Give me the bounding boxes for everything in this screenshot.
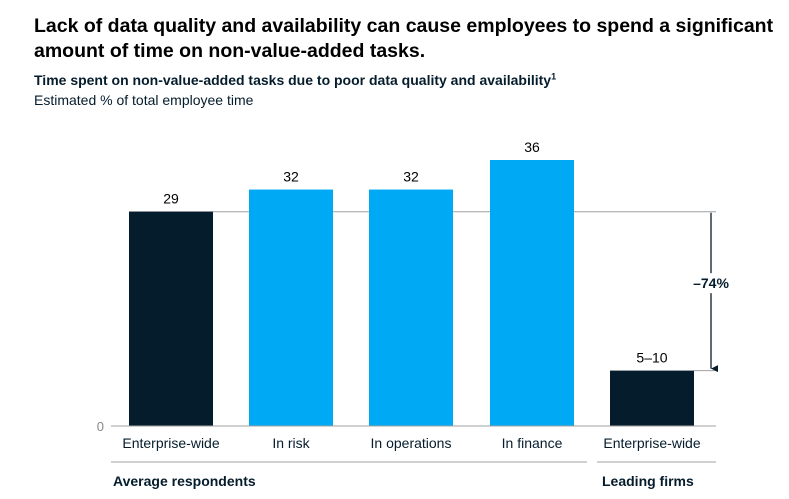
data-label-1: 29 bbox=[163, 191, 179, 207]
plot-area: 29 32 32 36 5–10 0 Enterprise-wide In risk In op… bbox=[97, 139, 735, 489]
chart-subtitle-text: Time spent on non-value-added tasks due … bbox=[34, 72, 552, 88]
x-tick-label-5: Enterprise-wide bbox=[603, 435, 700, 451]
x-tick-label-1: Enterprise-wide bbox=[122, 435, 219, 451]
x-tick-label-3: In operations bbox=[371, 435, 452, 451]
group-label-2: Leading firms bbox=[602, 473, 694, 489]
bar-2 bbox=[249, 189, 333, 426]
chart-subtitle: Time spent on non-value-added tasks due … bbox=[34, 72, 556, 88]
x-tick-label-4: In finance bbox=[502, 435, 563, 451]
unit-label: Estimated % of total employee time bbox=[34, 92, 254, 108]
x-tick-label-2: In risk bbox=[272, 435, 310, 451]
data-label-3: 32 bbox=[403, 169, 419, 185]
bar-5 bbox=[610, 370, 694, 426]
y-tick-label: 0 bbox=[97, 419, 104, 434]
footnote-marker: 1 bbox=[551, 71, 557, 82]
change-annotation: –74% bbox=[693, 275, 729, 291]
chart-title: Lack of data quality and availability ca… bbox=[34, 15, 774, 62]
data-label-4: 36 bbox=[524, 139, 540, 155]
data-label-2: 32 bbox=[283, 169, 299, 185]
group-label-1: Average respondents bbox=[113, 473, 256, 489]
bar-3 bbox=[369, 189, 453, 426]
annotation-backdrop bbox=[687, 273, 735, 294]
bar-1 bbox=[129, 211, 213, 426]
data-label-5: 5–10 bbox=[636, 350, 667, 366]
bar-4 bbox=[490, 160, 574, 426]
